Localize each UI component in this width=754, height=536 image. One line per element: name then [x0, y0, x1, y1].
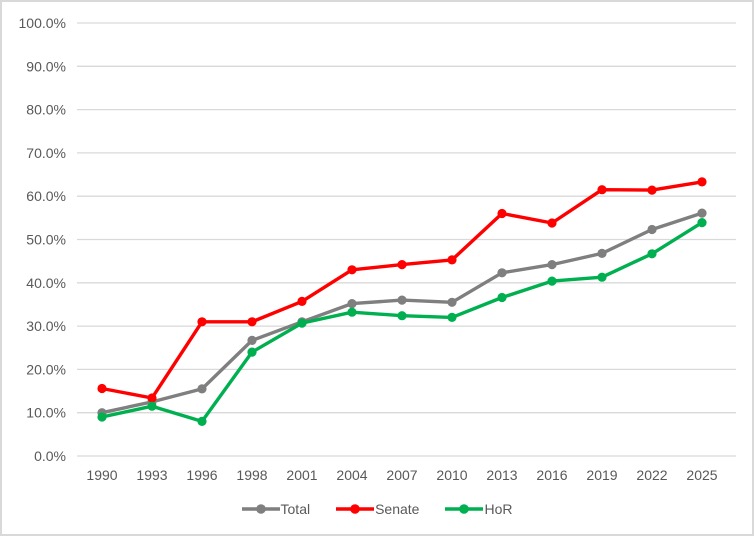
data-point-hor-2007: [397, 311, 407, 321]
data-point-senate-2010: [447, 255, 457, 265]
data-point-total-2007: [397, 295, 407, 305]
data-point-hor-2001: [297, 318, 307, 328]
legend-item-senate: Senate: [336, 502, 419, 516]
x-axis-tick-label: 1996: [186, 467, 217, 483]
x-axis-tick-label: 2001: [286, 467, 317, 483]
x-axis-tick-label: 2022: [636, 467, 667, 483]
legend-swatch-senate: [336, 504, 375, 514]
data-point-total-2004: [347, 299, 357, 309]
data-point-senate-2007: [397, 260, 407, 270]
data-point-senate-2025: [697, 177, 707, 187]
x-axis-tick-label: 2025: [686, 467, 717, 483]
legend-marker: [459, 504, 470, 514]
y-axis-tick-label: 90.0%: [26, 58, 66, 74]
x-axis-tick-label: 2016: [536, 467, 567, 483]
data-point-hor-1993: [147, 401, 157, 411]
x-axis-tick-label: 1993: [136, 467, 167, 483]
data-point-senate-1996: [197, 317, 207, 327]
data-point-hor-1990: [97, 412, 107, 422]
data-point-senate-2019: [597, 185, 607, 195]
x-axis-tick-label: 1998: [236, 467, 267, 483]
data-point-senate-2022: [647, 185, 657, 195]
data-point-senate-1993: [147, 393, 157, 403]
data-point-senate-2016: [547, 218, 557, 228]
data-point-hor-1996: [197, 416, 207, 426]
data-point-total-2010: [447, 297, 457, 307]
data-point-senate-1998: [247, 317, 257, 327]
data-point-hor-1998: [247, 347, 257, 357]
x-axis-tick-label: 2010: [436, 467, 467, 483]
legend-swatch-total: [241, 504, 280, 514]
legend-swatch-hor: [445, 504, 484, 514]
series-line-senate: [100, 180, 704, 400]
data-point-total-2016: [547, 260, 557, 270]
y-axis-tick-label: 50.0%: [26, 232, 66, 248]
legend-label: Total: [280, 501, 311, 517]
data-point-hor-2022: [647, 249, 657, 259]
y-axis-tick-label: 70.0%: [26, 145, 66, 161]
data-point-senate-2001: [297, 296, 307, 306]
data-point-total-2022: [647, 224, 657, 235]
y-axis-tick-label: 80.0%: [26, 102, 66, 118]
x-axis-tick-label: 1990: [86, 467, 117, 483]
y-axis-tick-label: 30.0%: [26, 318, 66, 334]
data-point-total-1998: [247, 335, 257, 345]
x-axis-tick-label: 2007: [386, 467, 417, 483]
x-axis-tick-label: 2019: [586, 467, 617, 483]
x-axis-tick-label: 2013: [486, 467, 517, 483]
data-point-hor-2025: [697, 218, 707, 228]
y-axis-tick-label: 40.0%: [26, 275, 66, 291]
data-point-total-2019: [597, 248, 607, 258]
y-axis-tick-label: 100.0%: [19, 15, 66, 31]
data-point-hor-2004: [347, 307, 357, 317]
y-axis-tick-label: 0.0%: [34, 448, 66, 464]
legend-marker: [255, 504, 266, 514]
legend-item-total: Total: [241, 501, 311, 517]
data-point-hor-2016: [547, 276, 557, 286]
chart-legend: Total Senate HoR: [2, 498, 752, 520]
data-point-total-1996: [197, 384, 207, 394]
data-point-senate-2004: [347, 265, 357, 275]
x-axis-tick-label: 2004: [336, 467, 367, 483]
y-axis-tick-label: 20.0%: [26, 361, 66, 377]
legend-marker: [350, 504, 360, 514]
data-point-hor-2010: [447, 312, 457, 322]
data-point-hor-2013: [497, 292, 507, 303]
legend-label: Senate: [375, 501, 420, 517]
y-axis-tick-label: 10.0%: [26, 405, 66, 421]
data-point-total-2025: [697, 208, 707, 218]
y-axis-tick-label: 60.0%: [26, 188, 66, 204]
data-point-senate-1990: [97, 383, 107, 394]
data-point-senate-2013: [497, 208, 507, 219]
data-point-total-2013: [497, 268, 507, 278]
data-point-hor-2019: [597, 272, 607, 282]
legend-item-hor: HoR: [445, 502, 512, 516]
legend-label: HoR: [484, 501, 513, 517]
